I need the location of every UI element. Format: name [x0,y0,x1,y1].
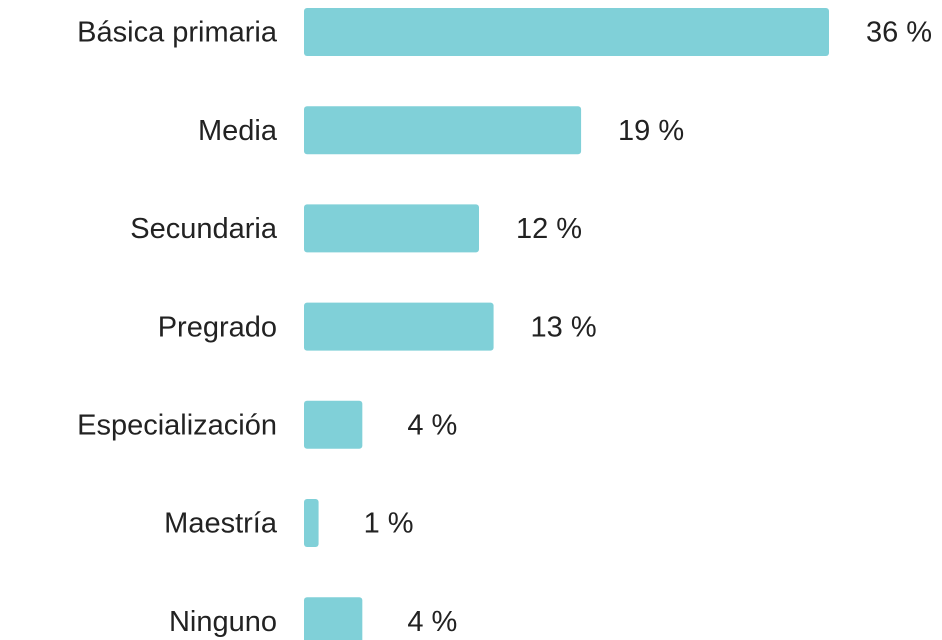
category-label: Ninguno [169,606,277,638]
value-label: 4 % [407,606,457,638]
value-label: 13 % [531,311,597,343]
value-label: 4 % [407,409,457,441]
category-label: Secundaria [130,213,278,245]
bar [304,302,494,351]
bar [304,8,829,56]
value-label: 36 % [866,17,932,49]
bar [304,400,363,449]
value-label: 12 % [516,213,582,245]
category-label: Especialización [77,409,277,441]
bar [304,499,319,547]
value-label: 19 % [618,115,684,147]
category-label: Básica primaria [77,17,278,49]
bar [304,597,363,640]
category-label: Pregrado [158,311,277,343]
category-label: Media [198,115,278,147]
bar [304,204,479,253]
bar [304,106,582,155]
value-label: 1 % [364,508,414,540]
category-label: Maestría [164,508,278,540]
